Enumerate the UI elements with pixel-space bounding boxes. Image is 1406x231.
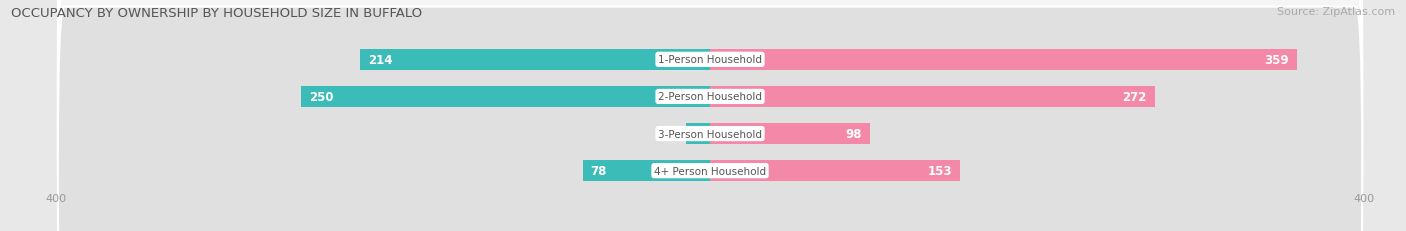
Text: 4+ Person Household: 4+ Person Household [654, 166, 766, 176]
Bar [582, 160, 710, 182]
Text: Source: ZipAtlas.com: Source: ZipAtlas.com [1277, 7, 1395, 17]
Text: 214: 214 [368, 54, 392, 67]
Text: 2-Person Household: 2-Person Household [658, 92, 762, 102]
Text: 359: 359 [1264, 54, 1289, 67]
Text: 78: 78 [591, 164, 607, 177]
FancyBboxPatch shape [58, 0, 1362, 223]
Bar [710, 160, 960, 182]
Text: 1-Person Household: 1-Person Household [658, 55, 762, 65]
Text: 3-Person Household: 3-Person Household [658, 129, 762, 139]
FancyBboxPatch shape [58, 0, 1362, 231]
Bar [710, 123, 870, 145]
Text: 153: 153 [928, 164, 952, 177]
Bar [686, 123, 710, 145]
Text: 15: 15 [661, 128, 678, 140]
Text: 250: 250 [309, 91, 335, 103]
Text: OCCUPANCY BY OWNERSHIP BY HOUSEHOLD SIZE IN BUFFALO: OCCUPANCY BY OWNERSHIP BY HOUSEHOLD SIZE… [11, 7, 422, 20]
Text: 272: 272 [1122, 91, 1146, 103]
Bar [710, 49, 1296, 71]
Text: 98: 98 [845, 128, 862, 140]
FancyBboxPatch shape [58, 0, 1362, 231]
Bar [360, 49, 710, 71]
FancyBboxPatch shape [58, 8, 1362, 231]
Bar [301, 86, 710, 108]
Bar [710, 86, 1154, 108]
